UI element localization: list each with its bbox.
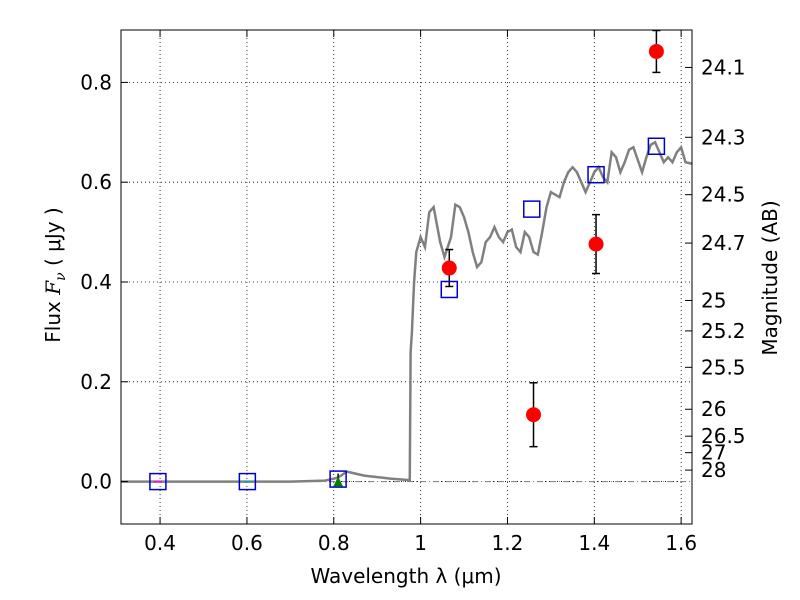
- magnitude-tick-label: 24.7: [701, 231, 746, 255]
- observed-photometry-points: [441, 43, 664, 423]
- observed-photometry-point: [441, 260, 457, 276]
- magnitude-tick-label: 24.1: [701, 55, 746, 79]
- y-tick-label: 0.8: [80, 70, 112, 94]
- model-photometry-square: [238, 472, 257, 491]
- error-bars: [445, 29, 661, 448]
- plot-frame: [120, 29, 693, 525]
- x-tick-label: 1.2: [492, 531, 524, 555]
- upper-limit-marker: [333, 476, 344, 487]
- axis-ticks: [121, 30, 692, 524]
- x-tick-label: 0.8: [318, 531, 350, 555]
- model-photometry-square: [523, 200, 541, 218]
- magnitude-tick-label: 25.5: [701, 355, 746, 379]
- sed-model-spectrum: [121, 140, 693, 483]
- model-photometry-square: [149, 472, 167, 491]
- y-axis-title-units: ( μJy ): [41, 207, 65, 272]
- y-axis-title-prefix: Flux: [41, 295, 65, 343]
- y2-axis-title: Magnitude (AB): [758, 200, 782, 355]
- model-photometry-square: [647, 137, 666, 156]
- y-axis-title-subscript: ν: [53, 272, 69, 281]
- observed-photometry-point: [648, 43, 664, 59]
- observed-photometry-point: [588, 236, 604, 252]
- y-axis-title: Flux Fν ( μJy ): [41, 207, 69, 342]
- magnitude-tick-label: 27: [701, 441, 726, 465]
- magnitude-tick-label: 24.3: [701, 125, 746, 149]
- upper-limit-markers: [153, 473, 344, 487]
- model-photometry-squares: [149, 137, 666, 491]
- model-photometry-square: [329, 470, 347, 488]
- magnitude-tick-label: 25.2: [701, 319, 746, 343]
- magnitude-tick-label: 24.5: [701, 183, 746, 207]
- x-tick-label: 1: [414, 531, 427, 555]
- model-photometry-square: [440, 280, 459, 299]
- magnitude-tick-label: 25: [701, 288, 726, 312]
- grid-lines: [121, 30, 692, 524]
- y-tick-label: 0.4: [80, 270, 112, 294]
- y-tick-labels: 0.0 0.2 0.4 0.6 0.8: [80, 70, 112, 493]
- x-tick-label: 1.4: [578, 531, 610, 555]
- y-axis-title-symbol: F: [41, 280, 65, 296]
- y-tick-label: 0.2: [80, 370, 112, 394]
- y-tick-label: 0.0: [80, 470, 112, 494]
- magnitude-tick-label: 26.5: [701, 424, 746, 448]
- observed-photometry-point: [526, 407, 542, 423]
- magnitude-tick-label: 28: [701, 458, 726, 482]
- x-tick-label: 0.4: [144, 531, 176, 555]
- magnitude-tick-label: 26: [701, 397, 726, 421]
- x-tick-labels: 0.4 0.6 0.8 1 1.2 1.4 1.6: [144, 531, 697, 555]
- x-tick-label: 0.6: [231, 531, 263, 555]
- model-photometry-square: [587, 165, 605, 184]
- x-tick-label: 1.6: [665, 531, 697, 555]
- y-tick-label: 0.6: [80, 170, 112, 194]
- x-axis-title: Wavelength λ (μm): [310, 564, 501, 588]
